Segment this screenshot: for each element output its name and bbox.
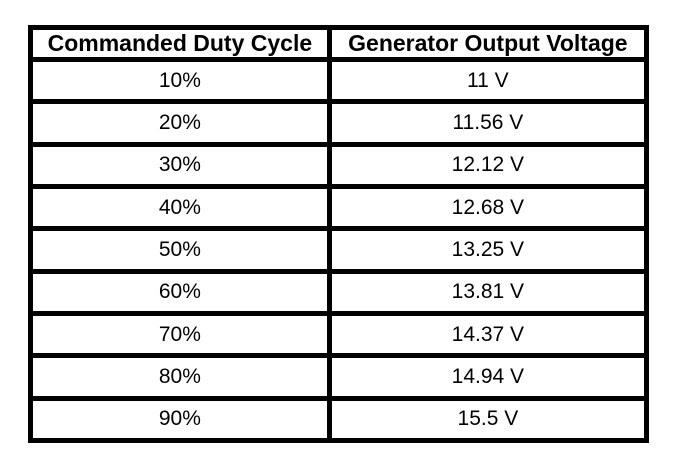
header-row: Commanded Duty Cycle Generator Output Vo… bbox=[28, 25, 650, 62]
duty-cycle-cell: 70% bbox=[28, 310, 332, 359]
table-row: 10% 11 V bbox=[28, 56, 650, 105]
table-row: 40% 12.68 V bbox=[28, 183, 650, 232]
duty-cycle-cell: 80% bbox=[28, 353, 332, 401]
table-row: 90% 15.5 V bbox=[28, 395, 650, 444]
voltage-cell: 13.81 V bbox=[326, 268, 650, 316]
header-output-voltage: Generator Output Voltage bbox=[326, 25, 650, 62]
table-row: 20% 11.56 V bbox=[28, 99, 650, 147]
duty-cycle-cell: 40% bbox=[28, 183, 332, 232]
duty-cycle-voltage-table: Commanded Duty Cycle Generator Output Vo… bbox=[28, 25, 650, 444]
voltage-cell: 11 V bbox=[326, 56, 650, 105]
table-row: 80% 14.94 V bbox=[28, 353, 650, 401]
voltage-cell: 12.12 V bbox=[326, 141, 650, 190]
voltage-cell: 11.56 V bbox=[326, 99, 650, 147]
table-row: 60% 13.81 V bbox=[28, 268, 650, 316]
voltage-cell: 14.94 V bbox=[326, 353, 650, 401]
duty-cycle-cell: 50% bbox=[28, 226, 332, 274]
duty-cycle-cell: 30% bbox=[28, 141, 332, 190]
table-row: 70% 14.37 V bbox=[28, 310, 650, 359]
table-row: 50% 13.25 V bbox=[28, 226, 650, 274]
duty-cycle-cell: 10% bbox=[28, 56, 332, 105]
duty-cycle-cell: 90% bbox=[28, 395, 332, 444]
table-row: 30% 12.12 V bbox=[28, 141, 650, 190]
header-duty-cycle: Commanded Duty Cycle bbox=[28, 25, 332, 62]
voltage-cell: 14.37 V bbox=[326, 310, 650, 359]
voltage-cell: 13.25 V bbox=[326, 226, 650, 274]
voltage-cell: 15.5 V bbox=[326, 395, 650, 444]
voltage-cell: 12.68 V bbox=[326, 183, 650, 232]
duty-cycle-cell: 60% bbox=[28, 268, 332, 316]
duty-cycle-cell: 20% bbox=[28, 99, 332, 147]
